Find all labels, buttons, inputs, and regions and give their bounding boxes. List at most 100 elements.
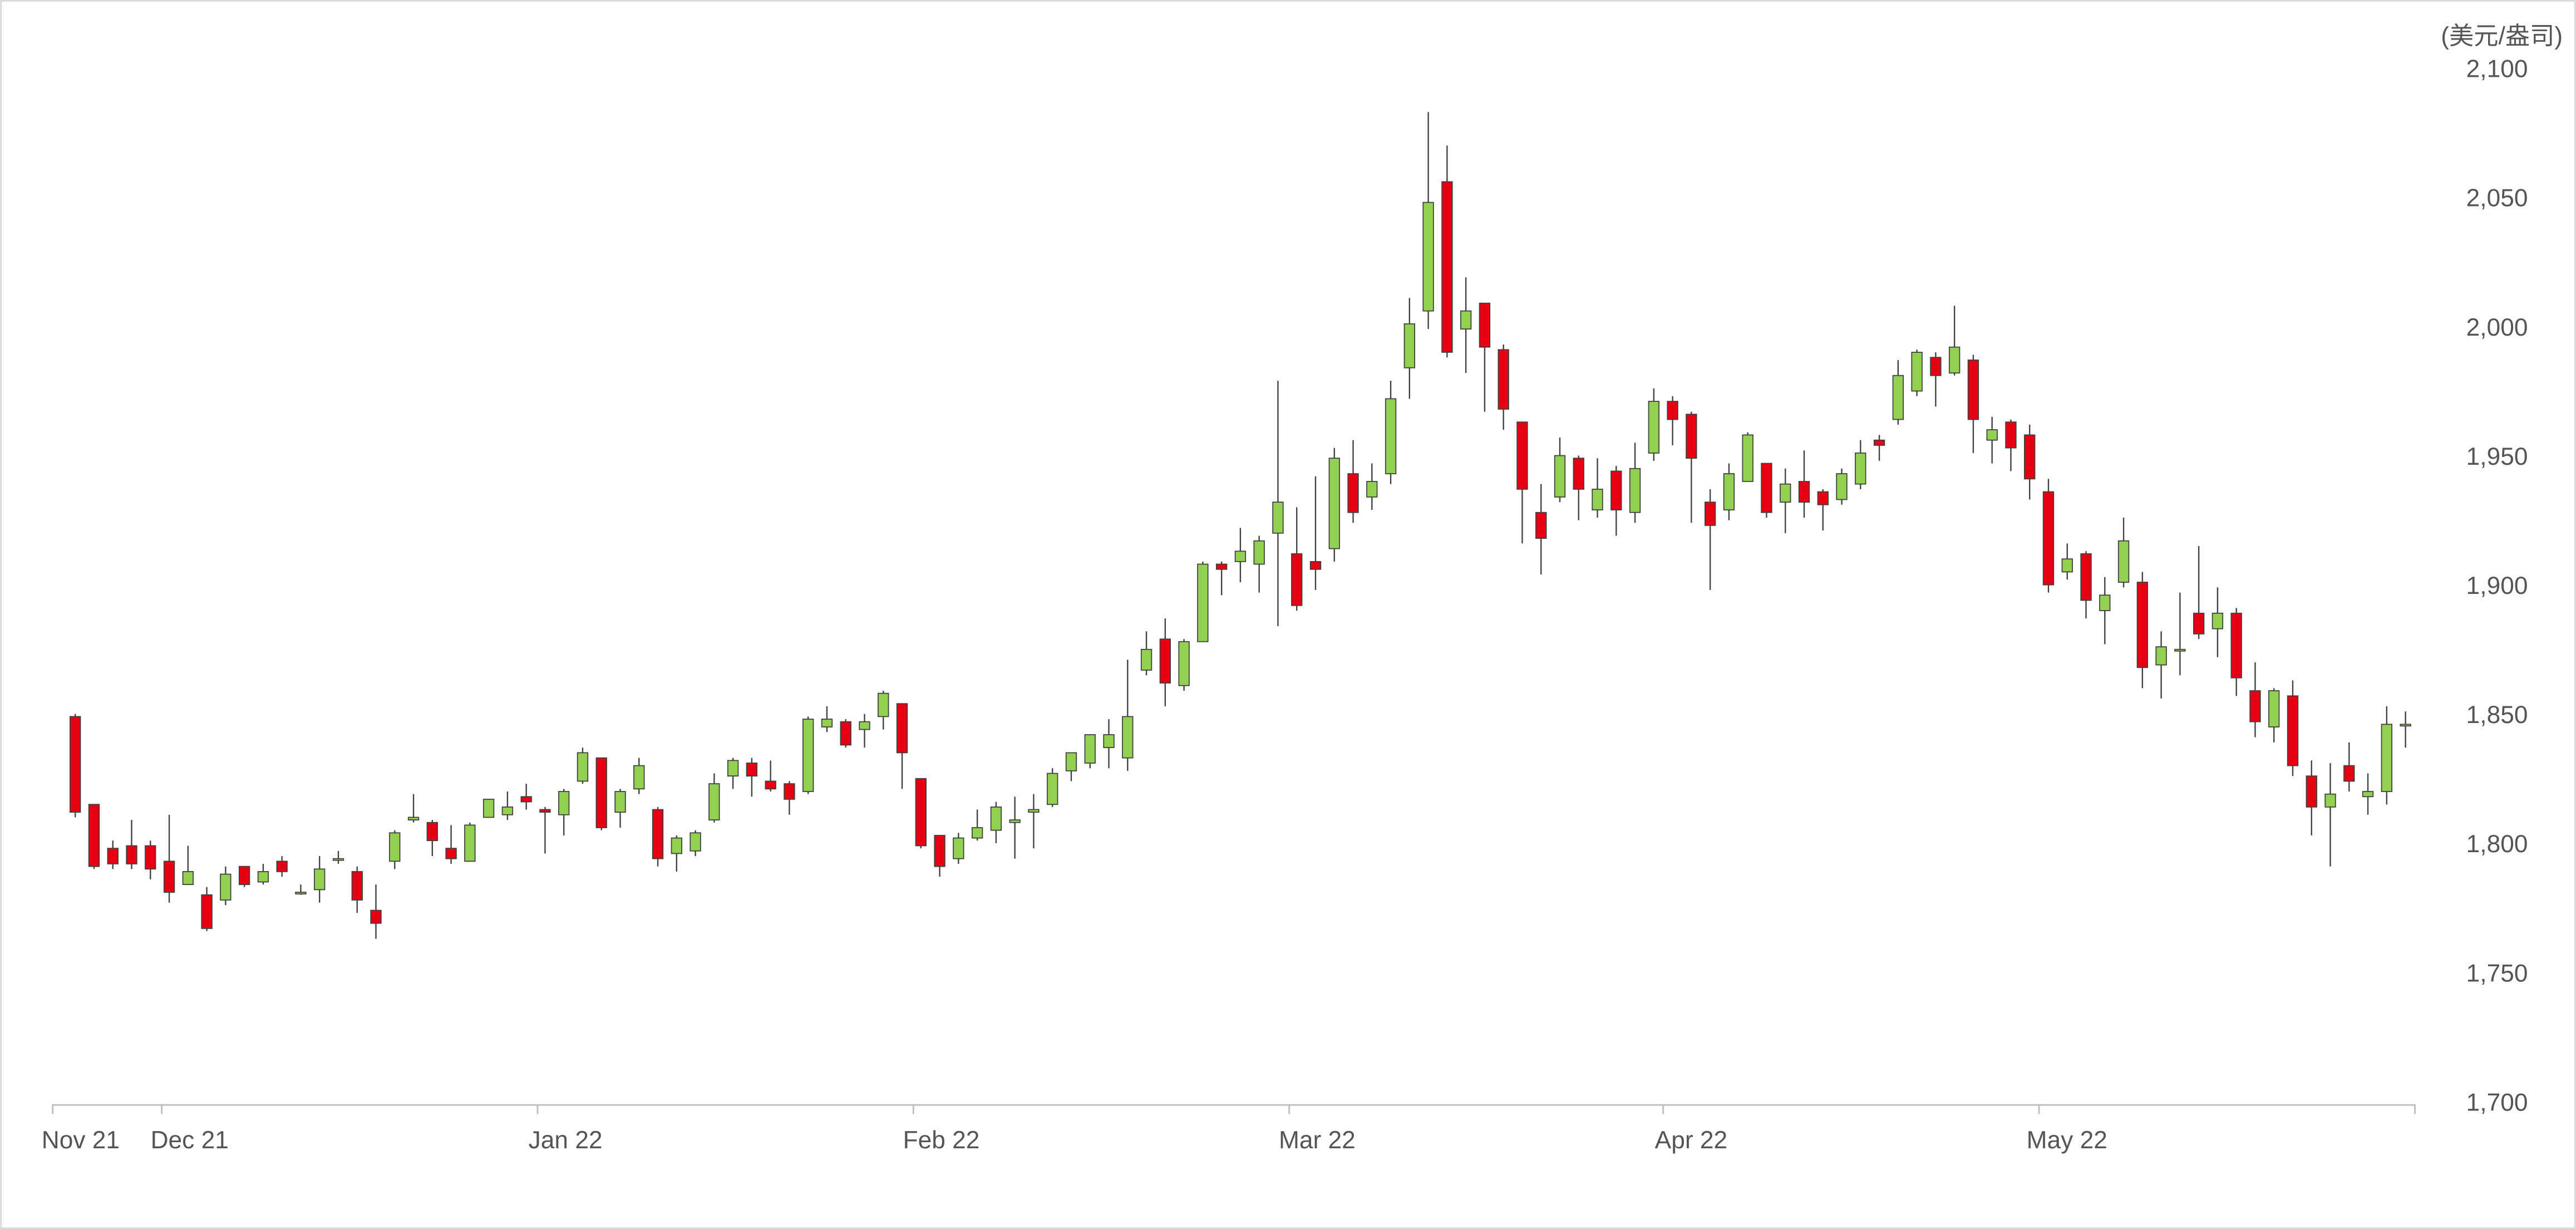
candle-body — [1178, 641, 1190, 686]
candle-body — [1253, 540, 1265, 565]
candle-body — [1704, 502, 1716, 526]
candle-body — [220, 873, 232, 901]
candle-body — [1065, 752, 1077, 771]
candle-body — [2306, 775, 2317, 808]
candle-body — [1948, 346, 1961, 373]
candle-body — [953, 837, 964, 859]
candle-body — [2268, 690, 2280, 727]
y-tick-label: 1,950 — [2466, 443, 2528, 470]
candle-body — [351, 871, 363, 901]
candle-body — [1197, 563, 1209, 642]
candle-body — [1873, 439, 1885, 446]
candle-body — [671, 837, 683, 854]
candle-body — [1215, 563, 1228, 570]
candle-body — [1460, 310, 1472, 330]
candle-body — [2136, 582, 2149, 668]
candle-body — [2193, 612, 2205, 635]
candle-body — [1272, 502, 1284, 534]
candle-body — [1648, 401, 1660, 454]
candle-body — [614, 791, 626, 813]
candle-body — [2080, 553, 2092, 601]
candle-body — [2042, 491, 2055, 586]
candle-body — [1291, 553, 1303, 606]
candle-body — [1855, 453, 1866, 485]
candle-body — [1309, 561, 1322, 570]
x-tick-label: Apr 22 — [1655, 1127, 1727, 1154]
candle-body — [295, 892, 307, 894]
candle-body — [88, 804, 100, 867]
candle-body — [2343, 765, 2355, 782]
candle-body — [257, 871, 269, 883]
candle-body — [1535, 512, 1547, 539]
candle-body — [1610, 470, 1622, 510]
candle-body — [1573, 458, 1584, 490]
candle-body — [821, 719, 833, 727]
candle-body — [689, 832, 701, 852]
y-tick-label: 1,700 — [2466, 1089, 2528, 1116]
candle-body — [746, 763, 758, 777]
y-tick-label: 1,850 — [2466, 701, 2528, 729]
y-tick-label: 2,000 — [2466, 314, 2528, 341]
candle-body — [1009, 819, 1021, 823]
candle-body — [1686, 414, 1697, 459]
candle-body — [1930, 357, 1942, 376]
candle-body — [370, 910, 382, 924]
y-tick-label: 1,750 — [2466, 960, 2528, 987]
candle-body — [107, 848, 119, 864]
candle-body — [1328, 458, 1340, 549]
candle-body — [2381, 724, 2393, 792]
candle-body — [934, 835, 945, 867]
candle-body — [2324, 793, 2336, 808]
candle-body — [2024, 434, 2036, 480]
candle-body — [1554, 455, 1566, 498]
candle-body — [1911, 352, 1923, 392]
candle-body — [990, 806, 1002, 831]
candle-body — [2061, 558, 2073, 573]
candle-body — [1516, 421, 1528, 490]
candle-body — [2155, 646, 2167, 666]
candle-body — [1366, 481, 1378, 498]
candle-body — [1592, 489, 1603, 510]
candle-body — [727, 760, 739, 777]
candle-body — [201, 894, 213, 929]
candle-body — [1742, 434, 1754, 482]
candle-body — [1103, 734, 1115, 748]
candle-body — [126, 845, 137, 864]
candle-body — [633, 765, 645, 790]
candle-body — [1047, 773, 1058, 805]
candle-body — [784, 783, 795, 800]
candle-body — [407, 817, 420, 820]
y-tick-label: 1,900 — [2466, 572, 2528, 599]
candle-body — [445, 848, 457, 859]
candle-body — [1780, 483, 1791, 503]
candle-body — [1723, 473, 1735, 510]
candle-body — [1028, 809, 1040, 813]
candle-body — [1479, 302, 1491, 348]
candle-body — [1892, 375, 1904, 420]
candle-body — [1159, 638, 1171, 684]
candle-body — [2211, 612, 2224, 630]
candle-body — [859, 721, 870, 730]
unit-label: (美元/盎司) — [2441, 23, 2563, 50]
candle-body — [1836, 473, 1848, 500]
y-tick-label: 1,800 — [2466, 830, 2528, 858]
candle-body — [2249, 690, 2261, 722]
candle-body — [1441, 181, 1453, 353]
x-tick-label: Feb 22 — [903, 1127, 980, 1154]
candle-body — [558, 791, 570, 815]
candle-body — [389, 832, 401, 862]
candle-body — [708, 783, 720, 820]
candle-body — [464, 824, 476, 862]
x-tick-label: Jan 22 — [529, 1127, 603, 1154]
x-tick-label: Nov 21 — [42, 1127, 120, 1154]
candle-body — [915, 778, 927, 847]
candle-body — [1761, 463, 1772, 513]
candle-body — [1234, 550, 1247, 562]
candle-body — [1140, 648, 1152, 671]
candle-body — [1403, 323, 1416, 368]
candle-body — [1498, 349, 1509, 410]
candle-body — [1986, 429, 1998, 441]
candle-body — [2117, 540, 2130, 583]
